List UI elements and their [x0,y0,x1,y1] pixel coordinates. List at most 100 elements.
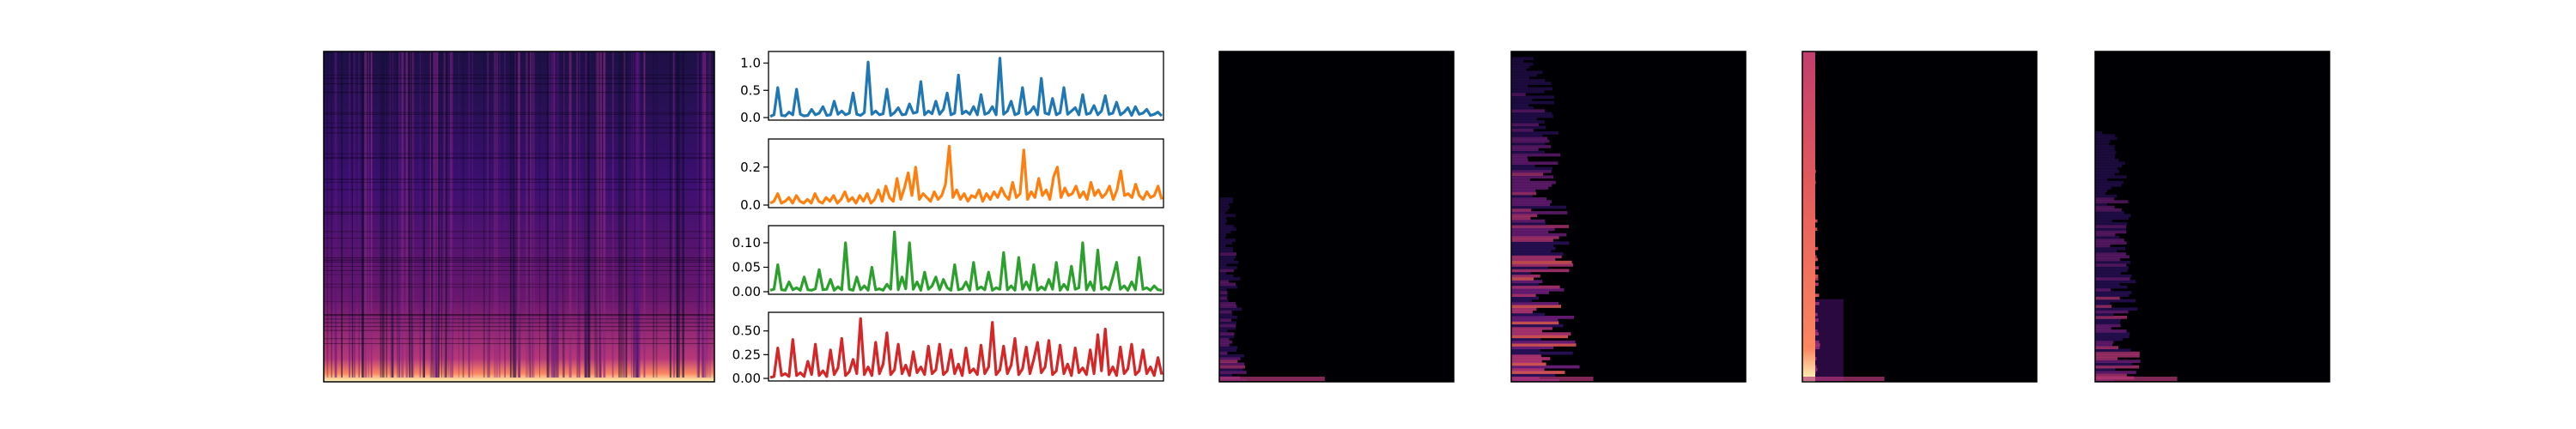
line-plot-blue-series [769,57,1163,118]
spectrogram-panel-1-energy [1219,257,1235,262]
spectrogram-main-striation [595,51,598,378]
spectrogram-panel-2-energy [1511,123,1540,127]
spectrogram-panel-1-energy [1219,307,1242,311]
spectrogram-main-striation [584,51,587,378]
spectrogram-panel-1-energy [1219,235,1226,239]
line-plot-blue-ytick-label: 0.5 [740,82,761,98]
line-plot-red: 0.00 0.25 0.50 [732,311,1164,386]
spectrogram-panel-1-energy [1219,335,1235,339]
spectrogram-panel-2-energy [1511,79,1546,82]
spectrogram-panel-2-energy [1511,95,1555,100]
spectrogram-panel-4-energy [2095,205,2115,209]
line-plot-green-ytick-label: 0.10 [732,235,761,251]
spectrogram-main-striation [494,51,496,378]
spectrogram-panel-1-energy [1219,200,1233,203]
spectrogram-panel-1-energy [1219,371,1247,374]
spectrogram-main-striation [611,51,613,378]
spectrogram-main-row [324,83,714,85]
line-plot-orange-series [769,144,1163,205]
spectrogram-panel-4-energy [2095,307,2138,311]
spectrogram-main-striation [443,51,447,378]
spectrogram-panel-1-energy [1219,269,1234,273]
spectrogram-main-striation [331,51,332,378]
spectrogram-panel-4 [2094,51,2330,383]
spectrogram-panel-2-energy [1511,202,1551,207]
spectrogram-panel-2-energy [1511,153,1561,157]
spectrogram-panel-3-band [1802,51,1816,382]
spectrogram-panel-4-energy [2095,337,2123,341]
spectrogram-panel-1-energy [1219,230,1231,234]
spectrogram-panel-4-frame [2094,51,2330,383]
spectrogram-main-row [324,301,714,303]
spectrogram-panel-1-energy [1219,348,1237,353]
spectrogram-main-row [324,189,714,190]
spectrogram-panel-4-energy [2095,244,2111,248]
spectrogram-panel-4-energy [2095,214,2131,217]
spectrogram-panel-4-energy [2095,301,2111,305]
spectrogram-panel-4-energy [2095,280,2136,283]
spectrogram-panel-4-energy [2095,241,2127,245]
spectrogram-main-striation [632,51,635,378]
spectrogram-main-striation [358,51,360,378]
spectrogram-panel-4-energy [2095,191,2106,196]
line-plot-red-ytick-label: 0.50 [732,323,761,339]
spectrogram-panel-2-energy [1511,216,1531,221]
line-plots: 0.0 0.5 1.0 0.0 0.2 0.00 0.05 0.10 0.00 0.25 0.50 [732,51,1164,386]
spectrogram-panel-1-energy [1219,305,1237,308]
spectrogram-main-striation [596,51,598,378]
line-plot-red-ytick-label: 0.00 [732,371,761,386]
spectrogram-panel-2-energy [1511,145,1552,148]
spectrogram-panel-2-energy [1511,343,1577,347]
spectrogram-main-row [324,206,714,208]
spectrogram-main-striation [554,51,557,378]
spectrogram-panel-2-energy [1511,136,1548,141]
spectrogram-panel-4-energy [2095,346,2118,349]
spectrogram-panel-1-energy [1219,208,1228,212]
spectrogram-panel-1-energy [1219,255,1236,259]
spectrogram-panel-2-energy [1511,84,1528,88]
spectrogram-panel-2-energy [1511,169,1552,173]
line-plot-green-series [769,230,1163,292]
spectrogram-main-striation [625,51,628,378]
spectrogram-panel-4-energy [2095,136,2117,141]
spectrogram-main-striation [386,51,388,378]
spectrogram-panel-1-energy [1219,329,1228,333]
spectrogram-panel-4-energy [2095,296,2120,300]
spectrogram-panel-2-energy [1511,255,1562,259]
spectrogram-panel-2-energy [1511,373,1556,378]
spectrogram-main-striation [487,51,489,378]
spectrogram-panel-2-energy [1511,323,1564,328]
spectrogram-main-striation [673,51,675,378]
spectrogram-panel-2-energy [1511,118,1537,121]
spectrogram-panel-2-energy [1511,367,1545,372]
line-plot-green-ytick-label: 0.05 [732,259,761,275]
spectrogram-panel-1-energy [1219,246,1234,251]
spectrogram-panel-4-energy [2095,340,2114,344]
spectrogram-panel-2-energy [1511,321,1559,325]
spectrogram-main-striations [324,51,714,378]
spectrogram-main-striation [599,51,602,378]
spectrogram-main-row [324,269,714,271]
spectrogram-main-striation [586,51,589,378]
spectrogram-main-striation [703,51,704,378]
spectrogram-panel-4-energy [2095,287,2111,292]
spectrogram-panel-2-energy [1511,98,1533,102]
spectrogram-panel-2-energy [1511,326,1552,330]
spectrogram-panel-4-energy [2095,326,2111,330]
line-plot-green-ytick-label: 0.00 [732,284,761,299]
spectrogram-panel-2-energy [1511,87,1553,91]
spectrogram-main-striation [594,51,597,378]
spectrogram-main-striation [703,51,707,378]
spectrogram-panel-2-energy [1511,318,1558,322]
spectrogram-panel-2-energy [1511,142,1546,146]
spectrogram-panel-2-energy [1511,148,1539,151]
spectrogram-panel-2-energy [1511,285,1560,289]
spectrogram-panel-1-energy [1219,252,1237,256]
spectrogram-panel-1-energy [1219,205,1230,209]
spectrogram-panel-4-energy [2095,360,2141,364]
spectrogram-panel-1-energy [1219,271,1227,275]
spectrogram-panel-2-energy [1511,73,1537,77]
spectrogram-panel-2-energy [1511,59,1524,63]
spectrogram-panel-4-energy [2095,310,2129,314]
